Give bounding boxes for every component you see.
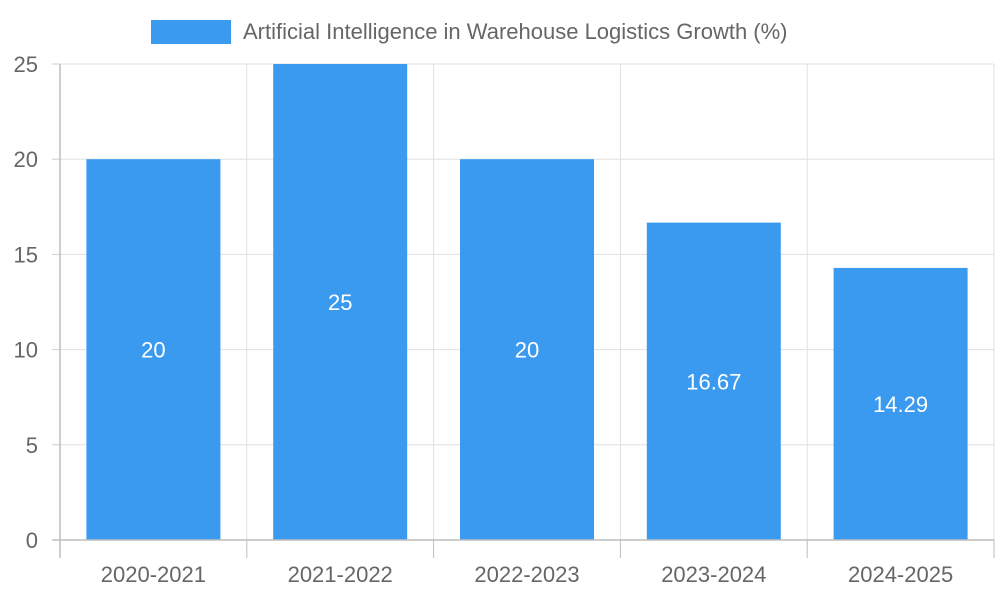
bar xyxy=(833,267,968,540)
data-label: 20 xyxy=(515,338,539,363)
y-tick-label: 10 xyxy=(14,338,38,363)
data-label: 20 xyxy=(141,338,165,363)
y-tick-label: 5 xyxy=(26,433,38,458)
legend-label: Artificial Intelligence in Warehouse Log… xyxy=(243,19,788,44)
labels: 0 5 10 15 20 25 20 2020-2021 25 2021-2022 20 2022-2… xyxy=(14,52,954,587)
x-tick-label: 2022-2023 xyxy=(474,562,579,587)
y-tick-label: 20 xyxy=(14,147,38,172)
y-tick-label: 25 xyxy=(14,52,38,77)
y-tick-label: 15 xyxy=(14,242,38,267)
x-tick-label: 2021-2022 xyxy=(288,562,393,587)
bar xyxy=(646,222,781,540)
data-label: 14.29 xyxy=(873,392,928,417)
legend-swatch xyxy=(151,20,231,44)
bar xyxy=(86,159,221,540)
x-tick-label: 2020-2021 xyxy=(101,562,206,587)
x-tick-label: 2023-2024 xyxy=(661,562,766,587)
data-label: 16.67 xyxy=(686,369,741,394)
bar xyxy=(273,64,408,540)
data-label: 25 xyxy=(328,290,352,315)
legend[interactable]: Artificial Intelligence in Warehouse Log… xyxy=(151,19,788,44)
bars xyxy=(86,64,968,540)
y-tick-label: 0 xyxy=(26,528,38,553)
x-tick-label: 2024-2025 xyxy=(848,562,953,587)
axes xyxy=(52,63,995,558)
bar xyxy=(460,159,594,540)
